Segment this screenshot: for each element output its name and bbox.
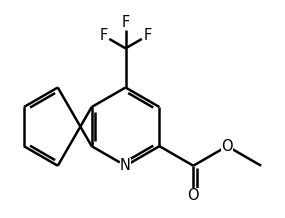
Text: N: N — [120, 158, 131, 173]
Text: O: O — [188, 187, 199, 203]
Text: F: F — [121, 15, 130, 31]
Text: F: F — [99, 28, 108, 43]
Text: O: O — [221, 139, 233, 154]
Text: F: F — [143, 28, 152, 43]
